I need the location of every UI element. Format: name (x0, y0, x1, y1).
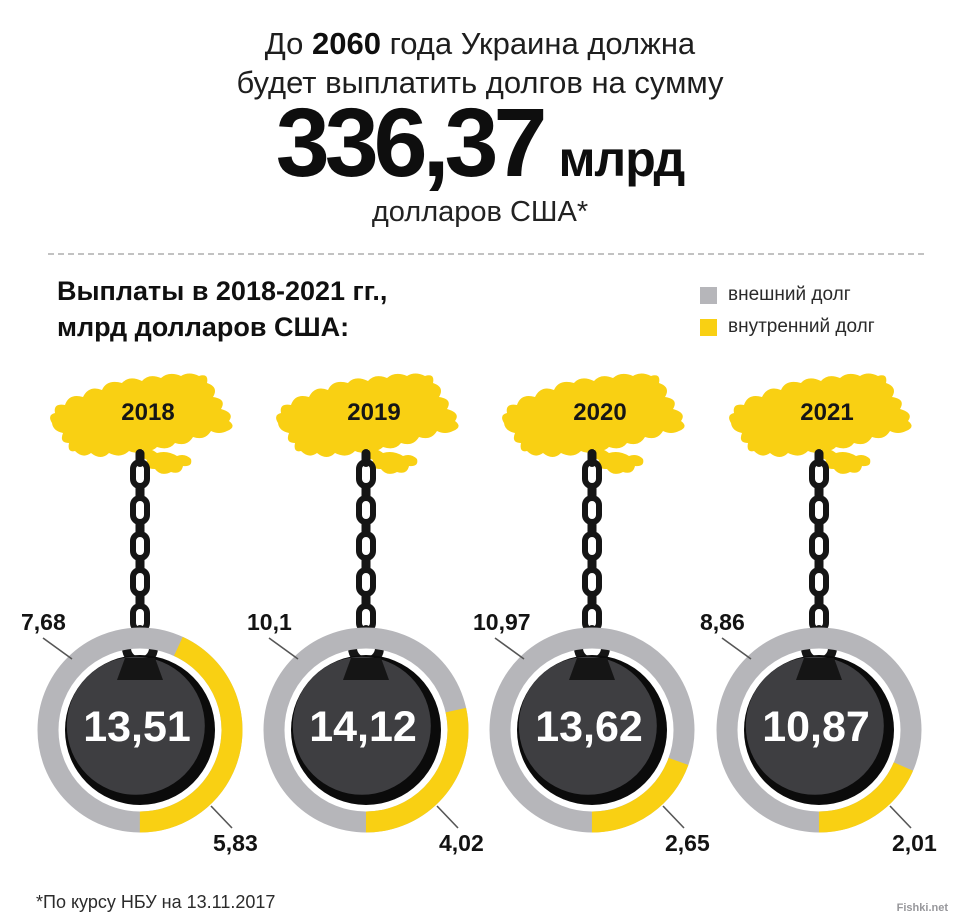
internal-debt-value: 5,83 (213, 830, 258, 856)
total-payment-value: 10,87 (762, 703, 870, 751)
ukraine-map-icon (50, 373, 233, 474)
internal-pointer-line (210, 805, 233, 829)
external-pointer-line (42, 637, 73, 660)
total-payment-value: 13,62 (535, 703, 643, 751)
chain-mount-icon (569, 658, 615, 680)
exchange-rate-footnote: *По курсу НБУ на 13.11.2017 (36, 892, 276, 912)
year-label: 2021 (800, 399, 853, 426)
title-line2: будет выплатить долгов на сумму (236, 65, 724, 101)
year-column: 2019 14,12 (247, 362, 484, 867)
internal-debt-value: 2,01 (892, 830, 937, 856)
crimea-peninsula (820, 448, 871, 474)
external-debt-value: 10,97 (473, 609, 531, 635)
external-debt-swatch-icon (700, 286, 717, 304)
dashed-divider (48, 253, 924, 255)
wrecking-ball (518, 656, 657, 795)
internal-debt-swatch-icon (700, 318, 717, 336)
ukraine-map-icon (276, 373, 459, 474)
year-column: 2021 10,87 (700, 362, 937, 867)
legend-item-external-debt: внешний долг (700, 284, 875, 306)
chain-mount-icon (796, 658, 842, 680)
wrecking-ball (292, 656, 431, 795)
external-pointer-line (721, 637, 752, 660)
external-debt-value: 7,68 (21, 609, 66, 635)
crimea-peninsula (141, 448, 192, 474)
total-debt-amount: 336,37 (275, 88, 548, 197)
main-title: До 2060 года Украина должна будет выплат… (0, 24, 960, 102)
wrecking-ball (745, 656, 884, 795)
ukraine-map-icon (502, 373, 685, 474)
chart-area: 2018 13,51 (0, 362, 960, 867)
year-label: 2018 (121, 399, 174, 426)
ukraine-map-icon (729, 373, 912, 474)
internal-debt-arc (37, 627, 243, 833)
external-pointer-line (494, 637, 525, 660)
amount-currency: долларов США* (371, 196, 589, 228)
title-prefix: До (264, 26, 312, 61)
crimea-peninsula (367, 448, 418, 474)
internal-debt-value: 4,02 (439, 830, 484, 856)
crimea-peninsula (593, 448, 644, 474)
external-pointer-line (268, 637, 299, 660)
site-watermark: Fishki.net (896, 902, 948, 914)
internal-pointer-line (889, 805, 912, 829)
total-payment-value: 14,12 (309, 703, 417, 751)
total-payment-value: 13,51 (83, 703, 191, 751)
internal-pointer-line (436, 805, 459, 829)
year-label: 2019 (347, 399, 400, 426)
year-column: 2020 13,62 (473, 362, 710, 867)
legend-label-external: внешний долг (728, 284, 851, 305)
internal-debt-arc (716, 627, 922, 833)
wrecking-ball (66, 656, 205, 795)
internal-debt-value: 2,65 (665, 830, 710, 856)
legend-label-internal: внутренний долг (728, 316, 875, 337)
chain-mount-icon (343, 658, 389, 680)
title-line1-suffix: года Украина должна (380, 26, 696, 61)
chain-mount-icon (117, 658, 163, 680)
title-year: 2060 (312, 26, 381, 61)
legend-item-internal-debt: внутренний долг (700, 316, 875, 338)
internal-pointer-line (662, 805, 685, 829)
external-debt-value: 10,1 (247, 609, 292, 635)
chart-title-line1: Выплаты в 2018-2021 гг., (57, 276, 388, 306)
total-debt-row: 336,37 млрд (0, 94, 960, 191)
legend: внешний долг внутренний долг (700, 284, 875, 348)
year-label: 2020 (573, 399, 626, 426)
chart-title: Выплаты в 2018-2021 гг., млрд долларов С… (57, 274, 387, 345)
year-column: 2018 13,51 (21, 362, 258, 867)
amount-unit: млрд (558, 131, 685, 187)
external-debt-value: 8,86 (700, 609, 745, 635)
chart-title-line2: млрд долларов США: (57, 311, 350, 342)
